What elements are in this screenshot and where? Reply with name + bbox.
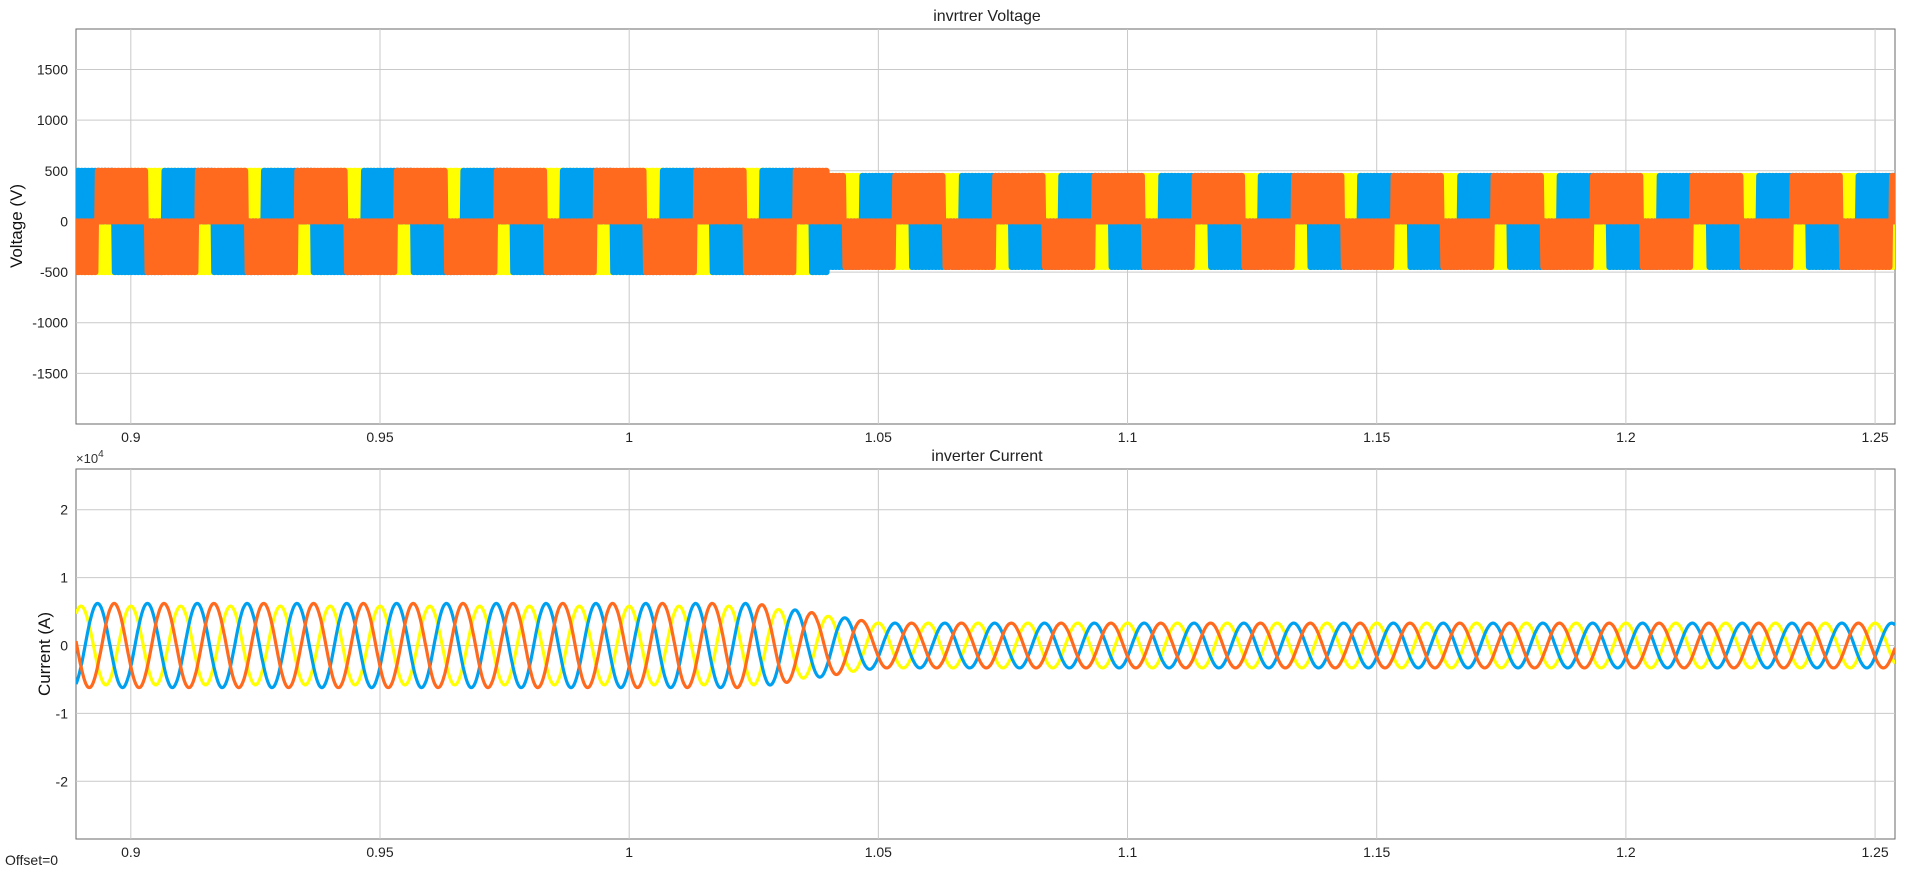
current-y-tick-labels: 2 1 0 -1 -2 (56, 502, 69, 790)
current-x-tick-label: 1.1 (1118, 844, 1138, 860)
current-chart-title: inverter Current (931, 448, 1043, 465)
voltage-series (76, 167, 1895, 276)
voltage-x-tick-label: 0.9 (121, 429, 141, 445)
voltage-chart-title: invrtrer Voltage (933, 8, 1041, 25)
voltage-y-tick-label: 0 (60, 213, 68, 229)
voltage-y-tick-label: -1500 (32, 365, 68, 381)
current-x-tick-labels: 0.9 0.95 1 1.05 1.1 1.15 1.2 1.25 (121, 844, 1889, 860)
current-y-tick-label: 1 (60, 570, 68, 586)
voltage-x-tick-label: 1.2 (1616, 429, 1636, 445)
current-x-tick-label: 0.95 (366, 844, 393, 860)
current-y-exponent: ×104 (76, 449, 104, 466)
voltage-x-tick-label: 1.25 (1861, 429, 1888, 445)
voltage-y-tick-label: 1000 (37, 112, 68, 128)
voltage-x-tick-label: 1.1 (1118, 429, 1138, 445)
current-x-tick-label: 1 (625, 844, 633, 860)
current-y-exponent-power: 4 (98, 449, 104, 460)
current-x-tick-label: 1.2 (1616, 844, 1636, 860)
current-x-tick-label: 1.25 (1861, 844, 1888, 860)
current-series-phase-c (76, 601, 1895, 690)
current-y-tick-label: -1 (56, 705, 69, 721)
current-panel: inverter Current 0.9 0.95 1 1.05 1.1 1.15 1.2 1… (35, 448, 1896, 860)
current-x-tick-label: 1.15 (1363, 844, 1390, 860)
current-y-tick-label: 0 (60, 638, 68, 654)
voltage-panel: invrtrer Voltage 0.9 0.95 1 1.05 1.1 1.15 1.2 1… (7, 8, 1896, 445)
voltage-y-tick-label: 500 (45, 163, 69, 179)
offset-label: Offset=0 (5, 852, 59, 868)
voltage-x-tick-label: 1.05 (865, 429, 892, 445)
voltage-y-axis-label: Voltage (V) (7, 184, 26, 268)
current-series-phase-b (76, 601, 1895, 690)
voltage-x-tick-label: 1.15 (1363, 429, 1390, 445)
voltage-y-tick-labels: 1500 1000 500 0 -500 -1000 -1500 (32, 62, 68, 382)
voltage-x-tick-label: 0.95 (366, 429, 393, 445)
voltage-y-tick-label: 1500 (37, 62, 68, 78)
voltage-series-phase-c (76, 167, 1895, 276)
current-y-tick-label: 2 (60, 502, 68, 518)
current-y-axis-label: Current (A) (35, 612, 54, 696)
current-y-tick-label: -2 (56, 773, 69, 789)
voltage-x-tick-label: 1 (625, 429, 633, 445)
voltage-x-tick-labels: 0.9 0.95 1 1.05 1.1 1.15 1.2 1.25 (121, 429, 1889, 445)
current-series (76, 601, 1895, 690)
voltage-y-tick-label: -1000 (32, 315, 68, 331)
current-x-tick-label: 0.9 (121, 844, 141, 860)
current-x-tick-label: 1.05 (865, 844, 892, 860)
current-y-exponent-base: ×10 (76, 451, 98, 466)
voltage-y-tick-label: -500 (40, 264, 68, 280)
